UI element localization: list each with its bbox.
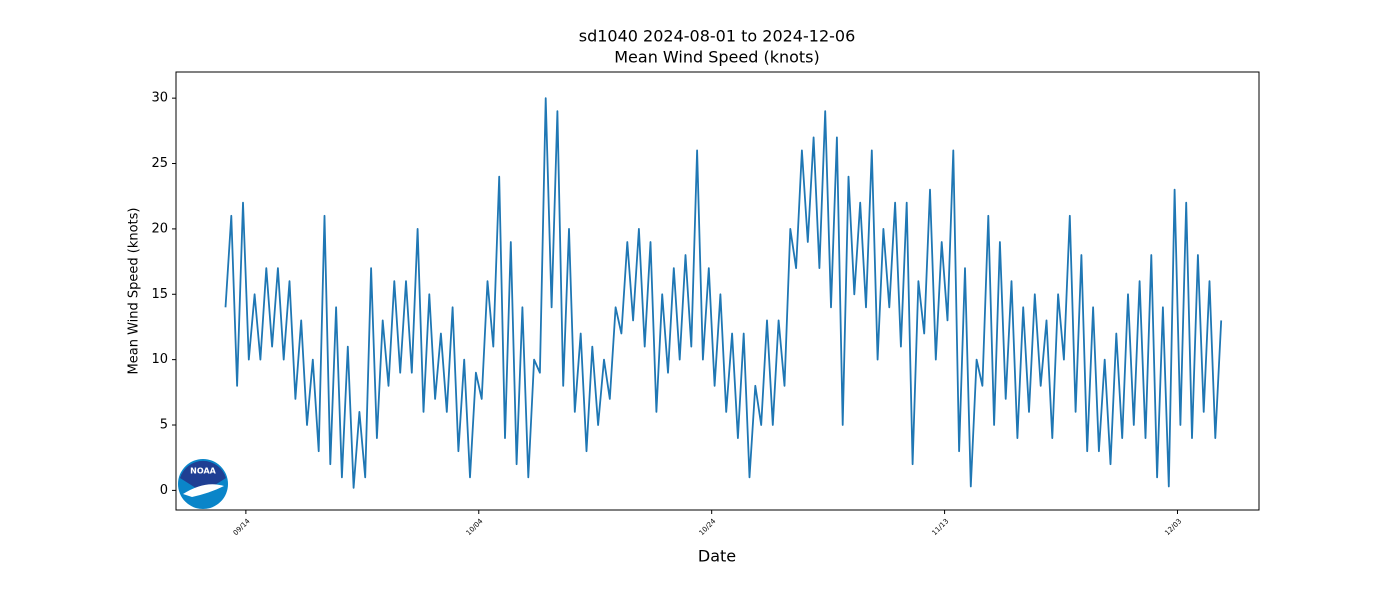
x-tick-label: 10/04	[465, 517, 485, 537]
chart-subtitle: Mean Wind Speed (knots)	[614, 48, 820, 67]
noaa-logo: NOAA	[178, 459, 228, 509]
y-tick-label: 10	[151, 352, 168, 367]
y-axis-label: Mean Wind Speed (knots)	[127, 208, 142, 375]
y-tick-label: 0	[160, 483, 168, 498]
plot-frame	[175, 71, 1260, 511]
y-tick-label: 15	[151, 287, 168, 302]
data-line	[224, 97, 1223, 489]
x-axis-label: Date	[698, 547, 736, 566]
x-tick-label: 12/03	[1163, 517, 1183, 537]
x-tick-label: 11/13	[930, 517, 950, 537]
x-tick-label: 09/14	[232, 517, 252, 537]
y-tick-label: 25	[151, 156, 168, 171]
chart-title: sd1040 2024-08-01 to 2024-12-06	[579, 27, 856, 46]
y-tick-label: 20	[151, 221, 168, 236]
x-tick-label: 10/24	[698, 517, 718, 537]
y-tick-label: 5	[160, 418, 168, 433]
logo-text: NOAA	[190, 467, 216, 476]
y-tick-label: 30	[151, 91, 168, 106]
